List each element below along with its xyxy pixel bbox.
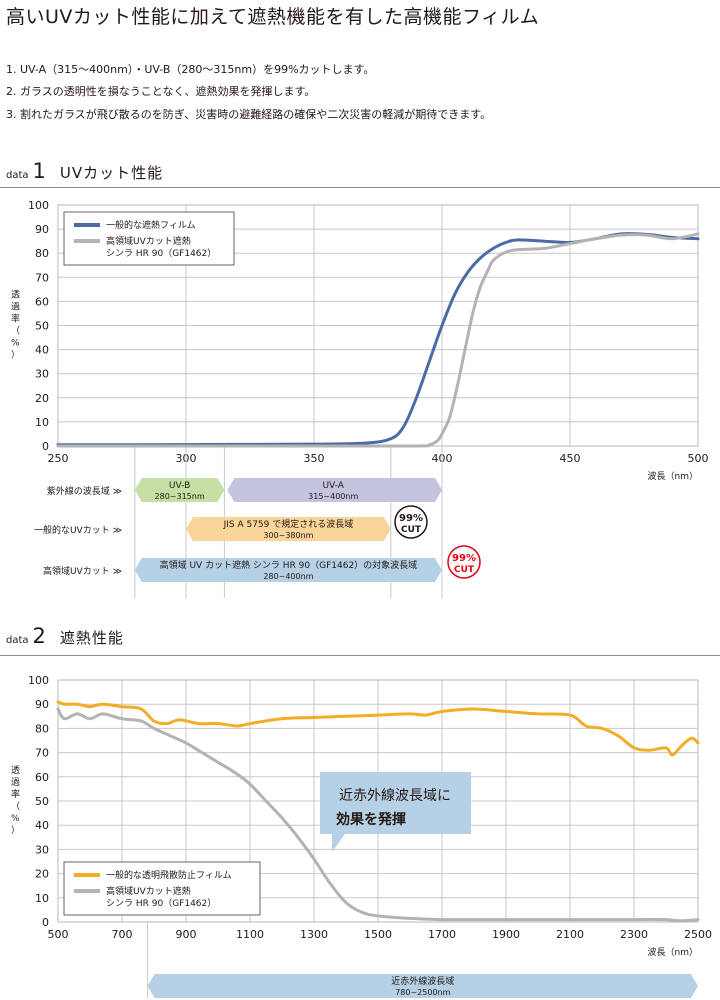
uv-legend-box [63, 211, 235, 266]
section1-rule [0, 187, 720, 188]
uv-y-tick-label: 60 [35, 295, 49, 308]
uvb-band-arrow [134, 478, 225, 502]
hr90-badge-text: CUT [454, 565, 475, 575]
heat-legend-label-3: シンラ HR 90（GF1462） [106, 898, 216, 909]
hr90-row-label: 高領域UVカット ≫ [43, 565, 122, 577]
uv-x-tick-label: 350 [304, 452, 325, 465]
uv-x-tick-label: 250 [48, 452, 69, 465]
uv-legend-label-1: 一般的な遮熱フィルム [106, 219, 196, 231]
hr90-badge-value: 99% [452, 553, 476, 564]
uv-legend-label-3: シンラ HR 90（GF1462） [106, 248, 216, 259]
section2-title: 遮熱性能 [59, 629, 124, 647]
heat-x-tick-label: 2300 [620, 928, 648, 941]
heat-x-tick-label: 1900 [492, 928, 520, 941]
hr90-band-arrow [134, 558, 443, 582]
heat-x-axis-label: 波長（nm） [648, 946, 698, 958]
section1-prefix: data [6, 170, 29, 181]
heat-x-tick-label: 500 [48, 928, 69, 941]
uva-band-name: UV-A [322, 481, 344, 491]
uv-y-tick-label: 30 [35, 368, 49, 381]
jis-band-name: JIS A 5759 で規定される波長域 [223, 518, 354, 530]
heat-x-tick-label: 700 [112, 928, 133, 941]
uv-y-tick-label: 10 [35, 416, 49, 429]
uv-y-tick-label: 40 [35, 344, 49, 357]
uv-x-tick-label: 450 [560, 452, 581, 465]
heat-y-tick-label: 10 [35, 892, 49, 905]
uv-x-axis-label: 波長（nm） [648, 470, 698, 482]
nir-band-range: 780~2500nm [395, 988, 450, 997]
heat-y-tick-label: 70 [35, 747, 49, 760]
section2-prefix: data [6, 635, 29, 646]
section2-number: 2 [32, 624, 46, 648]
uv-y-axis-label: 透過率（%） [11, 290, 20, 361]
section2-heading: data 2 遮熱性能 [6, 624, 124, 648]
uva-band-range: 315~400nm [308, 492, 358, 501]
uvb-band-range: 280~315nm [155, 492, 205, 501]
uva-band-arrow [227, 478, 442, 502]
heat-y-tick-label: 30 [35, 843, 49, 856]
heat-series-line-1 [56, 700, 700, 757]
hr90-band-name: 高領域 UV カット遮熱 シンラ HR 90（GF1462）の対象波長域 [160, 559, 418, 571]
feature-item-2: 2. ガラスの透明性を損なうことなく、遮熱効果を発揮します。 [6, 85, 316, 98]
uv-legend-label-2: 高領域UVカット遮熱 [106, 235, 191, 247]
heat-legend-label-2: 高領域UVカット遮熱 [106, 885, 191, 897]
uv-y-tick-label: 100 [28, 199, 49, 212]
uv-bands-row-label: 紫外線の波長域 ≫ [47, 485, 122, 497]
heat-series-line-2 [56, 707, 700, 923]
feature-item-1: 1. UV-A（315〜400nm）・UV-B（280〜315nm）を99%カッ… [6, 63, 375, 76]
hr90-band-range: 280~400nm [263, 572, 313, 581]
heat-legend-label-1: 一般的な透明飛散防止フィルム [106, 869, 232, 881]
feature-item-3: 3. 割れたガラスが飛び散るのを防ぎ、災害時の避難経路の確保や二次災害の軽減が期… [6, 108, 492, 121]
uv-y-tick-label: 0 [42, 440, 49, 453]
jis-band-range: 300~380nm [263, 531, 313, 540]
uv-series-line-2 [56, 232, 700, 448]
uv-y-tick-label: 80 [35, 247, 49, 260]
uv-y-tick-label: 90 [35, 223, 49, 236]
callout-bubble [320, 772, 471, 852]
section1-title: UVカット性能 [59, 164, 164, 182]
section1-heading: data 1 UVカット性能 [6, 159, 163, 183]
heat-x-tick-label: 1500 [364, 928, 392, 941]
heat-y-tick-label: 50 [35, 795, 49, 808]
uvb-band-name: UV-B [169, 481, 190, 491]
heat-y-tick-label: 100 [28, 674, 49, 687]
jis-badge-value: 99% [399, 513, 423, 524]
uv-y-tick-label: 70 [35, 271, 49, 284]
heat-y-tick-label: 40 [35, 819, 49, 832]
jis-badge-text: CUT [401, 525, 422, 535]
nir-band-arrow [147, 974, 699, 998]
section2-rule [0, 655, 720, 656]
heat-shield-chart: 0 10 20 30 40 50 60 70 80 90 100 500 700 900 1100 1300 1… [11, 674, 712, 998]
heat-x-tick-label: 2500 [684, 928, 712, 941]
jis-row-label: 一般的なUVカット ≫ [34, 524, 122, 536]
jis-band-arrow [186, 517, 391, 541]
callout-line2: 効果を発揮 [336, 811, 406, 828]
heat-y-tick-label: 60 [35, 771, 49, 784]
uv-y-tick-label: 20 [35, 392, 49, 405]
jis-badge-circle [394, 505, 428, 539]
page-title: 高いUVカット性能に加えて遮熱機能を有した高機能フィルム [6, 6, 540, 28]
section1-number: 1 [32, 159, 46, 183]
heat-x-tick-label: 1300 [300, 928, 328, 941]
heat-y-tick-label: 80 [35, 722, 49, 735]
heat-y-tick-label: 90 [35, 698, 49, 711]
callout-line1: 近赤外線波長域に [339, 788, 451, 804]
heat-x-tick-label: 2100 [556, 928, 584, 941]
heat-y-tick-label: 0 [42, 916, 49, 929]
hr90-badge-circle [447, 545, 481, 579]
heat-x-tick-label: 1100 [236, 928, 264, 941]
heat-y-axis-label: 透過率（%） [11, 765, 20, 836]
heat-legend-box [63, 861, 261, 916]
heat-y-tick-label: 20 [35, 868, 49, 881]
nir-band-name: 近赤外線波長域 [391, 975, 454, 987]
uv-x-tick-label: 500 [688, 452, 709, 465]
heat-x-tick-label: 1700 [428, 928, 456, 941]
heat-x-tick-label: 900 [176, 928, 197, 941]
uv-y-tick-label: 50 [35, 320, 49, 333]
